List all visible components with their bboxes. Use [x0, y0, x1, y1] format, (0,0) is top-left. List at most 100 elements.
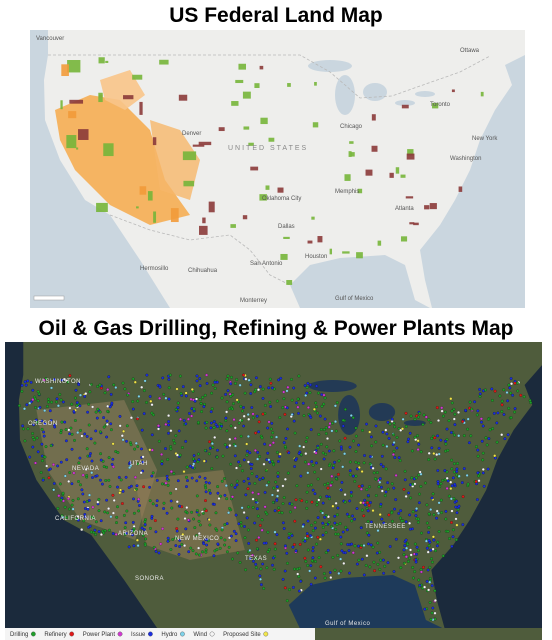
facility-dot: [507, 383, 511, 387]
facility-dot: [78, 456, 82, 460]
facility-dot: [386, 487, 390, 491]
facility-dot: [410, 476, 414, 480]
blm-land: [100, 70, 145, 110]
facility-dot: [171, 538, 175, 541]
facility-dot: [229, 534, 233, 538]
facility-dot: [187, 412, 191, 415]
facility-dot: [360, 484, 364, 488]
facility-dot: [178, 539, 182, 542]
facility-dot: [301, 525, 305, 528]
facility-dot: [129, 484, 133, 488]
legend: Drilling Refinery Power Plant Issue Hydro Win…: [10, 631, 269, 638]
facility-dot: [135, 484, 139, 488]
facility-dot: [334, 477, 338, 480]
facility-dot: [335, 401, 339, 405]
facility-dot: [346, 528, 349, 532]
facility-dot: [285, 551, 289, 555]
facility-dot: [70, 402, 74, 406]
facility-dot: [183, 517, 187, 520]
facility-dot: [346, 512, 349, 516]
facility-dot: [271, 460, 274, 463]
facility-dot: [344, 408, 347, 411]
land-parcel: [400, 174, 406, 178]
facility-dot: [123, 387, 127, 391]
facility-dot: [95, 416, 99, 420]
facility-dot: [79, 483, 82, 487]
facility-dot: [296, 572, 300, 576]
facility-dot: [363, 454, 366, 457]
facility-dot: [330, 525, 333, 528]
facility-dot: [246, 413, 250, 416]
facility-dot: [295, 401, 298, 405]
facility-dot: [379, 558, 383, 562]
facility-dot: [242, 414, 246, 418]
facility-dot: [129, 443, 133, 447]
facility-dot: [254, 376, 258, 380]
facility-dot: [177, 553, 181, 556]
facility-dot: [109, 515, 113, 519]
facility-dot: [139, 471, 143, 475]
facility-dot: [197, 532, 201, 535]
facility-dot: [105, 419, 109, 423]
facility-dot: [420, 570, 423, 574]
facility-dot: [149, 399, 153, 403]
facility-dot: [350, 542, 354, 546]
facility-dot: [476, 498, 479, 502]
facility-dot: [302, 445, 306, 449]
facility-dot: [100, 482, 104, 486]
facility-dot: [446, 530, 450, 533]
facility-dot: [273, 530, 277, 534]
facility-dot: [252, 559, 255, 563]
facility-dot: [387, 513, 391, 517]
facility-dot: [344, 525, 348, 529]
facility-dot: [513, 381, 517, 385]
facility-dot: [138, 504, 141, 507]
facility-dot: [216, 425, 219, 428]
facility-dot: [454, 517, 458, 521]
facility-dot: [500, 403, 504, 407]
facility-dot: [249, 467, 253, 470]
facility-dot: [284, 544, 287, 548]
facility-dot: [348, 473, 352, 477]
facility-dot: [398, 459, 402, 463]
facility-dot: [203, 484, 207, 488]
land-parcel: [198, 141, 212, 146]
facility-dot: [68, 471, 72, 475]
facility-dot: [36, 399, 40, 403]
facility-dot: [372, 471, 376, 475]
facility-dot: [446, 449, 450, 452]
facility-dot: [376, 471, 379, 474]
facility-dot: [405, 555, 408, 559]
facility-dot: [210, 407, 214, 411]
facility-dot: [257, 388, 260, 392]
facility-dot: [195, 397, 198, 401]
facility-dot: [230, 375, 233, 379]
facility-dot: [308, 569, 312, 573]
facility-dot: [491, 427, 495, 431]
facility-dot: [189, 397, 193, 401]
facility-dot: [197, 553, 201, 557]
facility-dot: [115, 521, 118, 524]
water-label: Gulf of Mexico: [335, 296, 374, 302]
facility-dot: [457, 434, 461, 438]
land-parcel: [259, 194, 267, 201]
facility-dot: [229, 424, 233, 428]
facility-dot: [245, 453, 249, 457]
facility-dot: [347, 549, 351, 552]
facility-dot: [449, 480, 453, 484]
state-label: OREGON: [28, 421, 58, 427]
facility-dot: [111, 511, 115, 515]
facility-dot: [355, 507, 359, 510]
facility-dot: [306, 534, 309, 538]
facility-dot: [234, 513, 238, 517]
facility-dot: [392, 570, 396, 573]
facility-dot: [493, 454, 497, 458]
facility-dot: [96, 407, 100, 411]
facility-dot: [176, 406, 180, 410]
facility-dot: [167, 378, 171, 381]
facility-dot: [103, 391, 107, 395]
land-parcel: [265, 185, 270, 190]
facility-dot: [186, 479, 189, 483]
facility-dot: [216, 448, 219, 452]
facility-dot: [46, 405, 49, 408]
